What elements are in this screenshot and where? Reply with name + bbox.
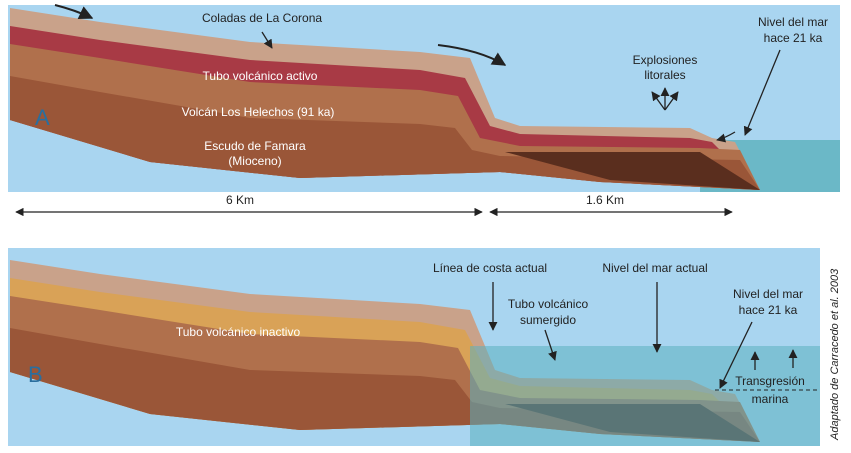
arrows — [488, 282, 798, 389]
label: Escudo de Famara — [204, 139, 306, 153]
label: marina — [752, 392, 789, 406]
label: hace 21 ka — [739, 303, 798, 317]
scale-label: 1.6 Km — [586, 193, 624, 207]
shape — [651, 91, 666, 111]
label: Volcán Los Helechos (91 ka) — [182, 105, 335, 119]
label: (Mioceno) — [228, 154, 281, 168]
label: Nivel del mar — [733, 287, 803, 301]
shape — [437, 44, 507, 66]
label: Coladas de La Corona — [202, 11, 322, 25]
panel-a: Coladas de La Corona Tubo volcánico acti… — [8, 4, 840, 192]
shape — [54, 4, 94, 19]
label: Tubo volcánico inactivo — [176, 325, 301, 339]
shape — [544, 329, 557, 361]
panel-label: B — [28, 362, 43, 387]
arrows — [54, 4, 781, 143]
label: sumergido — [520, 313, 576, 327]
label: Transgresión — [735, 374, 805, 388]
label: Explosiones — [633, 53, 698, 67]
panel-b: Tubo volcánico inactivo Línea de costa a… — [8, 248, 820, 446]
shape — [261, 31, 273, 49]
sea — [470, 346, 820, 446]
label: Tubo volcánico activo — [203, 69, 318, 83]
shape — [719, 321, 753, 389]
label: Tubo volcánico — [508, 297, 589, 311]
label: Nivel del mar — [758, 15, 828, 29]
shape — [716, 131, 736, 143]
label: Línea de costa actual — [433, 261, 547, 275]
credit: Adaptado de Carracedo et al. 2003 — [829, 268, 841, 441]
shape — [743, 49, 781, 136]
label: Nivel del mar actual — [602, 261, 707, 275]
panel-label: A — [35, 105, 50, 130]
label: litorales — [644, 68, 685, 82]
label: hace 21 ka — [764, 31, 823, 45]
scale-label: 6 Km — [226, 193, 254, 207]
shape — [664, 91, 679, 111]
